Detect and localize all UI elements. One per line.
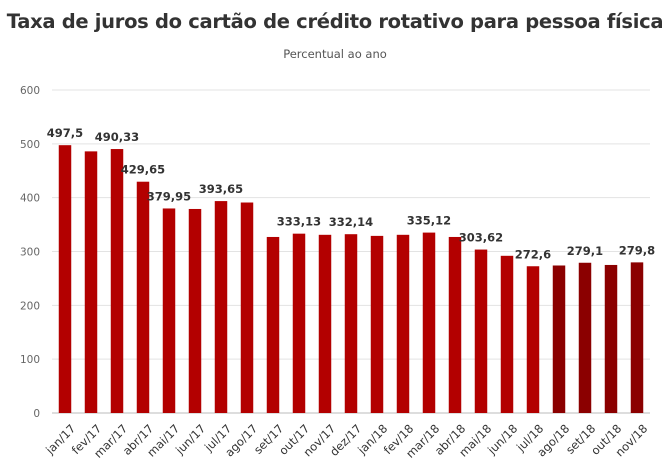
bar-mar-18 — [422, 232, 436, 413]
data-label: 335,12 — [407, 214, 451, 228]
data-label: 332,14 — [329, 215, 373, 229]
data-label: 279,8 — [619, 243, 655, 257]
data-label: 490,33 — [95, 130, 139, 144]
bar-jan-18 — [370, 235, 384, 413]
y-tick-label: 500 — [20, 139, 40, 151]
bar-ago-17 — [240, 202, 254, 413]
data-label: 303,62 — [459, 231, 503, 245]
data-label: 279,1 — [567, 244, 603, 258]
y-tick-label: 300 — [20, 247, 40, 259]
bar-nov-17 — [318, 234, 332, 413]
bar-jun-17 — [188, 208, 202, 413]
bar-mai-17 — [162, 208, 176, 413]
chart-subtitle: Percentual ao ano — [283, 47, 387, 61]
y-tick-label: 200 — [20, 300, 40, 312]
y-tick-label: 600 — [20, 85, 40, 97]
bar-out-17 — [292, 233, 306, 413]
bar-jul-17 — [214, 201, 228, 413]
y-tick-label: 0 — [33, 408, 40, 420]
bar-set-18 — [578, 262, 592, 413]
bar-fev-17 — [84, 151, 98, 413]
data-label: 497,5 — [47, 126, 83, 140]
bar-mai-18 — [474, 249, 488, 413]
data-label: 429,65 — [121, 163, 165, 177]
bar-fev-18 — [396, 234, 410, 413]
bar-out-18 — [604, 264, 618, 413]
data-label: 379,95 — [147, 189, 191, 203]
bar-ago-18 — [552, 265, 566, 413]
bar-set-17 — [266, 236, 280, 413]
y-tick-label: 400 — [20, 193, 40, 205]
bar-nov-18 — [630, 262, 644, 413]
bar-mar-17 — [110, 149, 124, 414]
bar-jan-17 — [58, 145, 72, 413]
chart-title: Taxa de juros do cartão de crédito rotat… — [6, 10, 664, 33]
bar-abr-18 — [448, 236, 462, 413]
data-label: 333,13 — [277, 215, 321, 229]
data-label: 272,6 — [515, 247, 551, 261]
bar-dez-17 — [344, 234, 358, 413]
bar-abr-17 — [136, 181, 150, 413]
data-label: 393,65 — [199, 182, 243, 196]
bar-jun-18 — [500, 255, 514, 413]
y-tick-label: 100 — [20, 354, 40, 366]
bar-jul-18 — [526, 266, 540, 413]
